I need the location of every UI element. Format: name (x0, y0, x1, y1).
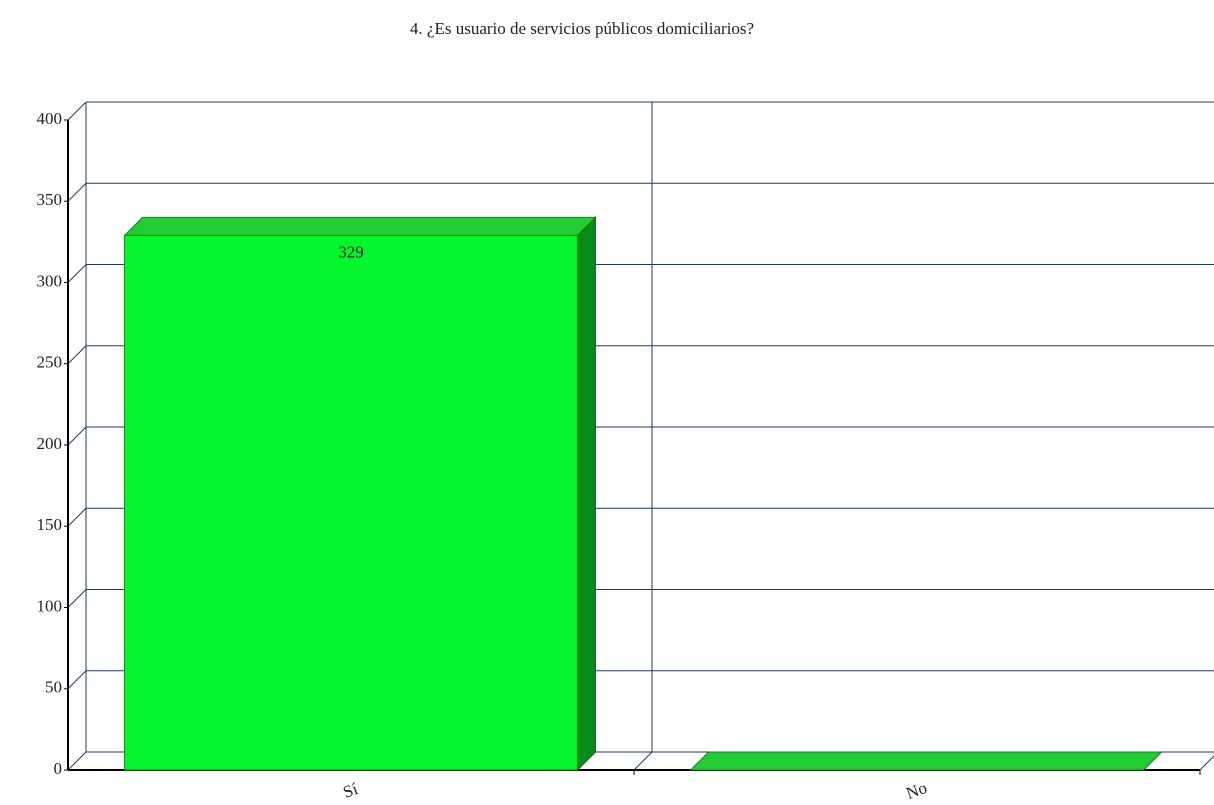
floor-right (1199, 755, 1214, 771)
grid-line (67, 101, 87, 121)
y-tick-label: 200 (37, 434, 63, 453)
category-divider (633, 751, 653, 771)
y-tick-label: 300 (37, 271, 63, 290)
y-tick-label: 350 (37, 190, 63, 209)
grid-line (67, 670, 87, 690)
y-tick-label: 400 (37, 109, 63, 128)
grid-line (67, 345, 87, 365)
grid-line (67, 589, 87, 608)
chart-title: 4. ¿Es usuario de servicios públicos dom… (410, 19, 754, 38)
y-tick-label: 150 (37, 515, 63, 534)
y-tick-label: 250 (37, 353, 63, 372)
bar-side (576, 216, 596, 772)
value-label: 329 (338, 242, 364, 261)
y-tick-label: 50 (45, 678, 62, 697)
bar (124, 234, 578, 771)
grid-line (67, 264, 87, 283)
bar-top (123, 216, 597, 236)
grid-line (67, 182, 87, 202)
grid-line (67, 507, 87, 527)
x-tick-label: No (903, 778, 929, 803)
y-tick-label: 0 (54, 759, 63, 778)
grid-line (67, 751, 87, 771)
bar-top (689, 751, 1163, 771)
y-tick-label: 100 (37, 596, 63, 615)
x-tick-label: Sí (341, 779, 361, 802)
grid-line (67, 426, 87, 446)
